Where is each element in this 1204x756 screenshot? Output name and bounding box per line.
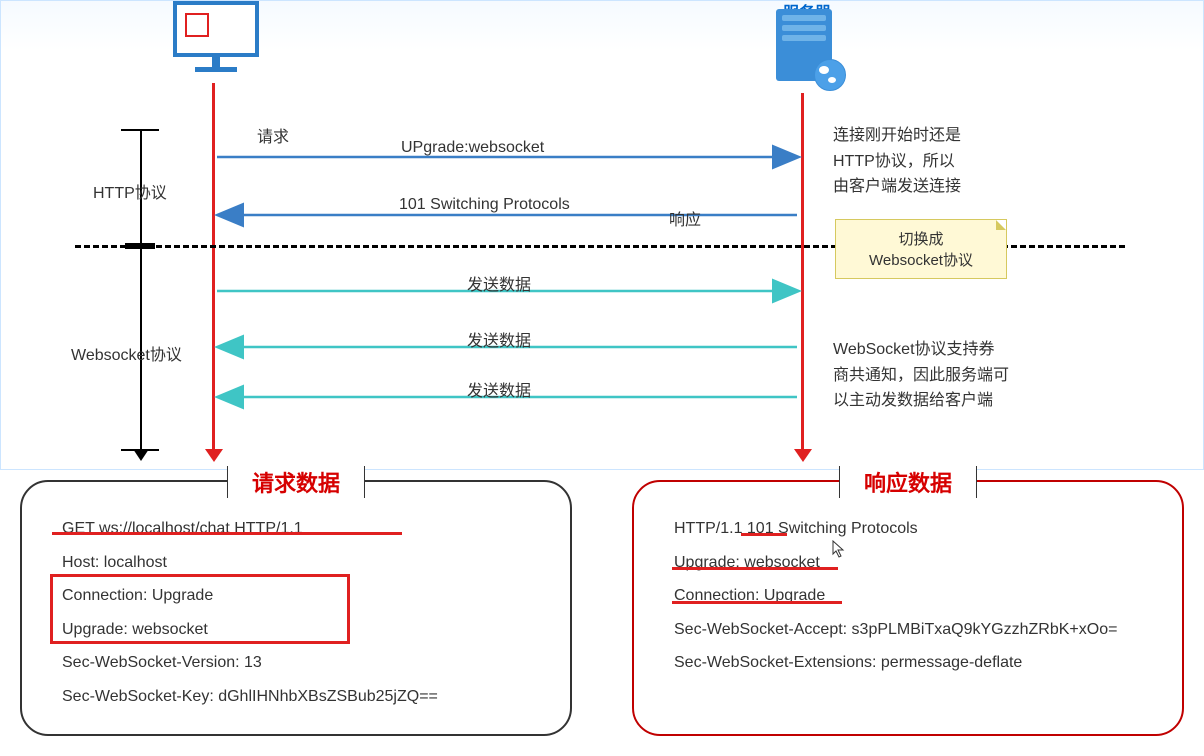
client-lifeline [212,83,215,449]
note-line: 商共通知，因此服务端可 [833,363,1009,389]
server-lifeline [801,93,804,449]
resp-line: Upgrade: websocket [674,546,1152,580]
section-axis [140,129,142,449]
switch-msg: 101 Switching Protocols [399,196,570,214]
axis-tick [121,129,159,131]
note-line: 连接刚开始时还是 [833,123,961,149]
response-panel: 响应数据 HTTP/1.1 101 Switching Protocols Up… [632,480,1184,736]
note-line: 由客户端发送连接 [833,174,961,200]
lifeline-arrowhead-icon [205,449,223,462]
response-label: 响应 [669,206,701,230]
note-line: 以主动发数据给客户端 [833,388,1009,414]
req-line: Sec-WebSocket-Version: 13 [62,646,540,680]
highlight-box-icon [50,574,350,644]
req-line: Sec-WebSocket-Key: dGhlIHNhbXBsZSBub25jZ… [62,680,540,714]
lifeline-arrowhead-icon [794,449,812,462]
note-line: HTTP协议，所以 [833,149,961,175]
data-panels: 请求数据 GET ws://localhost/chat HTTP/1.1 Ho… [0,470,1204,756]
note-line: 切换成 [850,228,992,249]
axis-arrowhead-icon [133,449,149,461]
resp-line: HTTP/1.1 101 Switching Protocols [674,512,1152,546]
cursor-icon [832,540,846,558]
request-label: 请求 [257,123,289,147]
client-computer-icon [166,1,266,72]
resp-line: Sec-WebSocket-Accept: s3pPLMBiTxaQ9kYGzz… [674,613,1152,647]
side-note-ws: WebSocket协议支持券 商共通知，因此服务端可 以主动发数据给客户端 [833,337,1009,414]
note-line: WebSocket协议支持券 [833,337,1009,363]
send-data-3: 发送数据 [467,377,531,401]
request-panel: 请求数据 GET ws://localhost/chat HTTP/1.1 Ho… [20,480,572,736]
ws-section-label: Websocket协议 [71,341,182,365]
resp-line: Sec-WebSocket-Extensions: permessage-def… [674,646,1152,680]
switch-note: 切换成 Websocket协议 [835,219,1007,279]
send-data-1: 发送数据 [467,271,531,295]
resp-line: Connection: Upgrade [674,579,1152,613]
upgrade-msg: UPgrade:websocket [401,139,544,157]
http-section-label: HTTP协议 [93,179,167,203]
request-panel-title: 请求数据 [227,466,365,498]
side-note-http: 连接刚开始时还是 HTTP协议，所以 由客户端发送连接 [833,123,961,200]
server-icon [776,9,832,81]
send-data-2: 发送数据 [467,327,531,351]
underline-icon [52,532,402,535]
note-line: Websocket协议 [850,249,992,270]
axis-tick [125,243,155,249]
underline-icon [672,601,842,604]
sequence-diagram: 客户端 服务器 HTTP协议 Websocket协议 请求 [0,0,1204,470]
req-line: GET ws://localhost/chat HTTP/1.1 [62,512,540,546]
response-panel-title: 响应数据 [839,466,977,498]
underline-icon [672,567,838,570]
underline-icon [741,533,787,536]
